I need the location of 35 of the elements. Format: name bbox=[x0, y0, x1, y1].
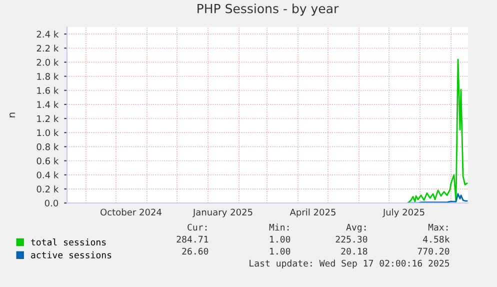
x-tick-label: January 2025 bbox=[192, 208, 252, 218]
y-tick-label: 2.0 k bbox=[36, 58, 59, 66]
y-tick-label: 0.0 bbox=[44, 200, 58, 207]
y-axis-title: n bbox=[10, 112, 15, 118]
y-tick-label: 0.2 k bbox=[36, 185, 59, 192]
text: Max: bbox=[428, 224, 448, 231]
text: Last update: Wed Sep 17 02:00:16 2025 bbox=[250, 260, 450, 268]
y-tick-label: 2.2 k bbox=[36, 44, 59, 52]
text: Cur: bbox=[188, 224, 207, 231]
y-tick-label: 1.6 k bbox=[37, 86, 59, 94]
x-tick-label: October 2024 bbox=[100, 208, 162, 216]
text: 770.20 bbox=[418, 248, 450, 255]
legend-label: active sessions bbox=[31, 251, 112, 258]
text: 284.71 bbox=[176, 236, 208, 243]
text: 225.30 bbox=[336, 236, 368, 243]
y-tick-label: 1.2 k bbox=[37, 115, 59, 122]
y-tick-label: 1.0 k bbox=[37, 129, 59, 136]
text: 1.00 bbox=[270, 236, 290, 243]
text: 20.18 bbox=[341, 248, 368, 255]
text: 26.60 bbox=[182, 248, 208, 255]
chart-title: PHP Sessions - by year bbox=[198, 4, 339, 16]
text: 1.00 bbox=[270, 248, 290, 255]
y-tick-label: 1.8 k bbox=[37, 72, 59, 80]
y-tick-label: 0.8 k bbox=[36, 143, 59, 150]
y-tick-label: 0.6 k bbox=[36, 157, 59, 164]
text: Min: bbox=[269, 224, 289, 231]
y-tick-label: 0.4 k bbox=[36, 171, 59, 178]
text: 4.58k bbox=[423, 236, 450, 243]
x-tick-label: July 2025 bbox=[382, 208, 424, 218]
line-series bbox=[407, 58, 468, 203]
text: Avg: bbox=[346, 224, 366, 232]
legend-label: total sessions bbox=[31, 238, 106, 246]
y-tick-label: 2.4 k bbox=[36, 30, 59, 38]
x-tick-label: April 2025 bbox=[290, 208, 336, 218]
y-tick-label: 1.4 k bbox=[37, 101, 59, 108]
